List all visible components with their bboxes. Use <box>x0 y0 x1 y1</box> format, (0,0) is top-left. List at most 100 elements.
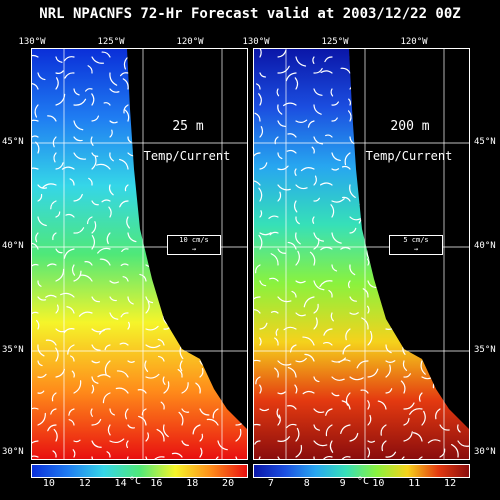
current-arrow <box>340 424 351 434</box>
current-arrow <box>73 88 80 96</box>
lat-label-40n-left: 40°N <box>2 241 24 251</box>
current-arrow <box>303 296 315 308</box>
current-arrow <box>313 376 320 383</box>
current-arrow <box>60 292 75 298</box>
map-panel-200m[interactable]: 200 m Temp/Current 5 cm/s → <box>253 48 470 460</box>
current-arrow <box>451 443 459 458</box>
current-arrow <box>403 431 413 442</box>
current-arrow <box>91 418 102 426</box>
current-arrow <box>179 360 183 372</box>
current-arrow <box>73 270 82 282</box>
current-arrow <box>32 135 39 138</box>
current-arrow <box>144 360 149 373</box>
current-arrow <box>96 163 111 170</box>
current-arrow <box>55 56 63 63</box>
current-arrow <box>109 152 114 162</box>
current-arrow <box>55 70 64 75</box>
current-arrow <box>457 395 461 410</box>
current-arrow <box>91 376 99 384</box>
current-arrow <box>195 382 201 394</box>
current-arrow <box>287 241 297 250</box>
current-arrow <box>145 207 157 218</box>
current-arrow <box>91 440 102 448</box>
map-panel-25m[interactable]: 25 m Temp/Current 10 cm/s → <box>31 48 248 460</box>
current-arrow <box>277 184 291 191</box>
current-arrow <box>211 337 219 346</box>
current-arrow <box>232 349 238 362</box>
lon-label-130w-right: 130°W <box>242 37 270 47</box>
current-arrow <box>338 359 351 364</box>
current-arrow <box>215 456 219 459</box>
current-arrow <box>176 296 183 310</box>
current-arrow <box>163 166 175 171</box>
current-arrow <box>84 261 93 266</box>
current-arrow <box>119 342 129 346</box>
current-arrow <box>439 335 450 346</box>
current-arrow <box>259 162 268 170</box>
current-arrow <box>217 289 228 298</box>
current-arrow <box>119 72 129 77</box>
current-arrow <box>235 261 247 267</box>
current-arrow <box>349 49 355 58</box>
current-arrow <box>71 264 76 276</box>
current-arrow <box>427 439 441 444</box>
current-arrow <box>439 104 452 111</box>
current-arrow <box>211 376 219 383</box>
colorbar-tick-label: 12 <box>444 478 457 489</box>
velocity-scale: 10 cm/s → <box>167 235 221 255</box>
current-arrow <box>254 359 261 367</box>
current-arrow <box>177 49 183 58</box>
lat-label-30n-left: 30°N <box>2 447 24 457</box>
colorbar-200m <box>253 464 470 478</box>
current-arrow <box>330 88 334 97</box>
colorbar-tick-label: 9 <box>339 478 346 489</box>
current-arrow <box>90 136 94 146</box>
colorbar-tick-label: 16 <box>150 478 163 489</box>
current-arrow <box>341 400 351 410</box>
current-arrow <box>430 359 441 364</box>
current-arrow <box>259 232 272 236</box>
current-arrow <box>421 410 426 426</box>
velocity-scale-label: 5 cm/s <box>403 236 429 244</box>
current-arrow <box>259 210 263 218</box>
current-arrow <box>407 212 423 218</box>
current-arrow <box>217 56 222 64</box>
current-arrow <box>277 65 290 74</box>
current-arrow <box>163 381 170 394</box>
current-arrow <box>217 221 225 234</box>
current-arrow <box>123 104 129 114</box>
current-arrow <box>107 424 111 436</box>
current-arrow <box>91 384 95 394</box>
current-arrow <box>276 88 280 97</box>
current-arrow <box>176 72 183 81</box>
current-arrow <box>37 72 46 81</box>
current-arrow <box>181 408 190 413</box>
current-arrow <box>199 447 203 458</box>
colorbar-25m <box>31 464 248 478</box>
current-arrow <box>269 277 279 282</box>
current-arrow <box>439 208 452 218</box>
current-arrow <box>455 136 459 144</box>
current-arrow <box>79 274 93 282</box>
current-arrow <box>325 134 333 138</box>
current-arrow <box>254 112 261 122</box>
current-arrow <box>380 424 387 436</box>
current-arrow <box>457 440 469 447</box>
current-arrow <box>85 88 93 92</box>
current-arrow <box>349 312 359 315</box>
depth-label: 200 m <box>390 119 430 134</box>
current-arrow <box>320 70 333 74</box>
current-arrow <box>277 191 282 202</box>
current-arrow <box>356 360 369 369</box>
current-arrow <box>141 408 147 416</box>
current-arrow <box>436 312 441 327</box>
current-arrow <box>331 117 338 122</box>
current-arrow <box>91 221 97 234</box>
current-arrow <box>145 373 160 379</box>
current-arrow <box>190 87 201 93</box>
current-arrow <box>383 252 389 266</box>
current-arrow <box>274 136 279 145</box>
current-arrow <box>277 49 287 58</box>
unit-label-200m: °C <box>357 476 370 487</box>
current-arrow <box>330 204 335 218</box>
